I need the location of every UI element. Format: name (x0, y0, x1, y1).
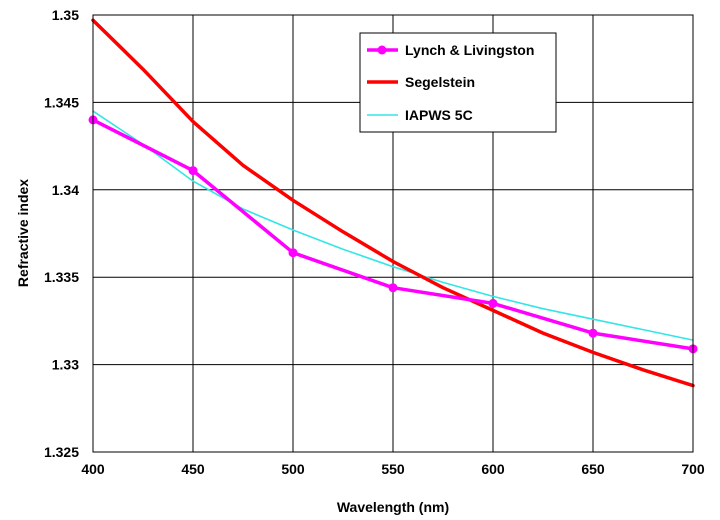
x-tick-labels: 400 450 500 550 600 650 700 (81, 461, 705, 477)
legend-items: Lynch & Livingston Segelstein IAPWS 5C (367, 42, 534, 123)
legend-label-lynch-livingston: Lynch & Livingston (405, 42, 534, 58)
y-tick-label: 1.335 (44, 269, 79, 285)
y-tick-label: 1.35 (52, 7, 79, 23)
plot-border (92, 14, 694, 453)
x-tick-label: 600 (481, 461, 505, 477)
legend-label-iapws-5c: IAPWS 5C (405, 107, 473, 123)
legend-label-segelstein: Segelstein (405, 74, 475, 90)
series-line-iapws-5c (92, 110, 694, 341)
x-tick-label: 650 (581, 461, 605, 477)
data-point-lynch-livingston (188, 166, 198, 176)
x-tick-label: 450 (181, 461, 205, 477)
y-tick-label: 1.34 (52, 182, 79, 198)
series-layer (88, 18, 698, 388)
legend: Lynch & Livingston Segelstein IAPWS 5C (359, 32, 557, 133)
series-line-segelstein (91, 18, 695, 388)
data-point-lynch-livingston (288, 248, 298, 258)
x-tick-label: 550 (381, 461, 405, 477)
data-point-lynch-livingston (588, 328, 598, 338)
data-point-lynch-livingston (388, 283, 398, 293)
y-tick-label: 1.325 (44, 444, 79, 460)
y-tick-label: 1.33 (52, 357, 79, 373)
x-tick-label: 400 (81, 461, 105, 477)
y-tick-labels: 1.325 1.33 1.335 1.34 1.345 1.35 (44, 7, 79, 460)
legend-marker-lynch-livingston (377, 45, 387, 55)
y-tick-label: 1.345 (44, 94, 79, 110)
x-axis-label: Wavelength (nm) (337, 499, 449, 515)
x-tick-label: 700 (681, 461, 705, 477)
x-tick-label: 500 (281, 461, 305, 477)
data-point-lynch-livingston (488, 298, 498, 308)
y-axis-label: Refractive index (15, 179, 31, 287)
